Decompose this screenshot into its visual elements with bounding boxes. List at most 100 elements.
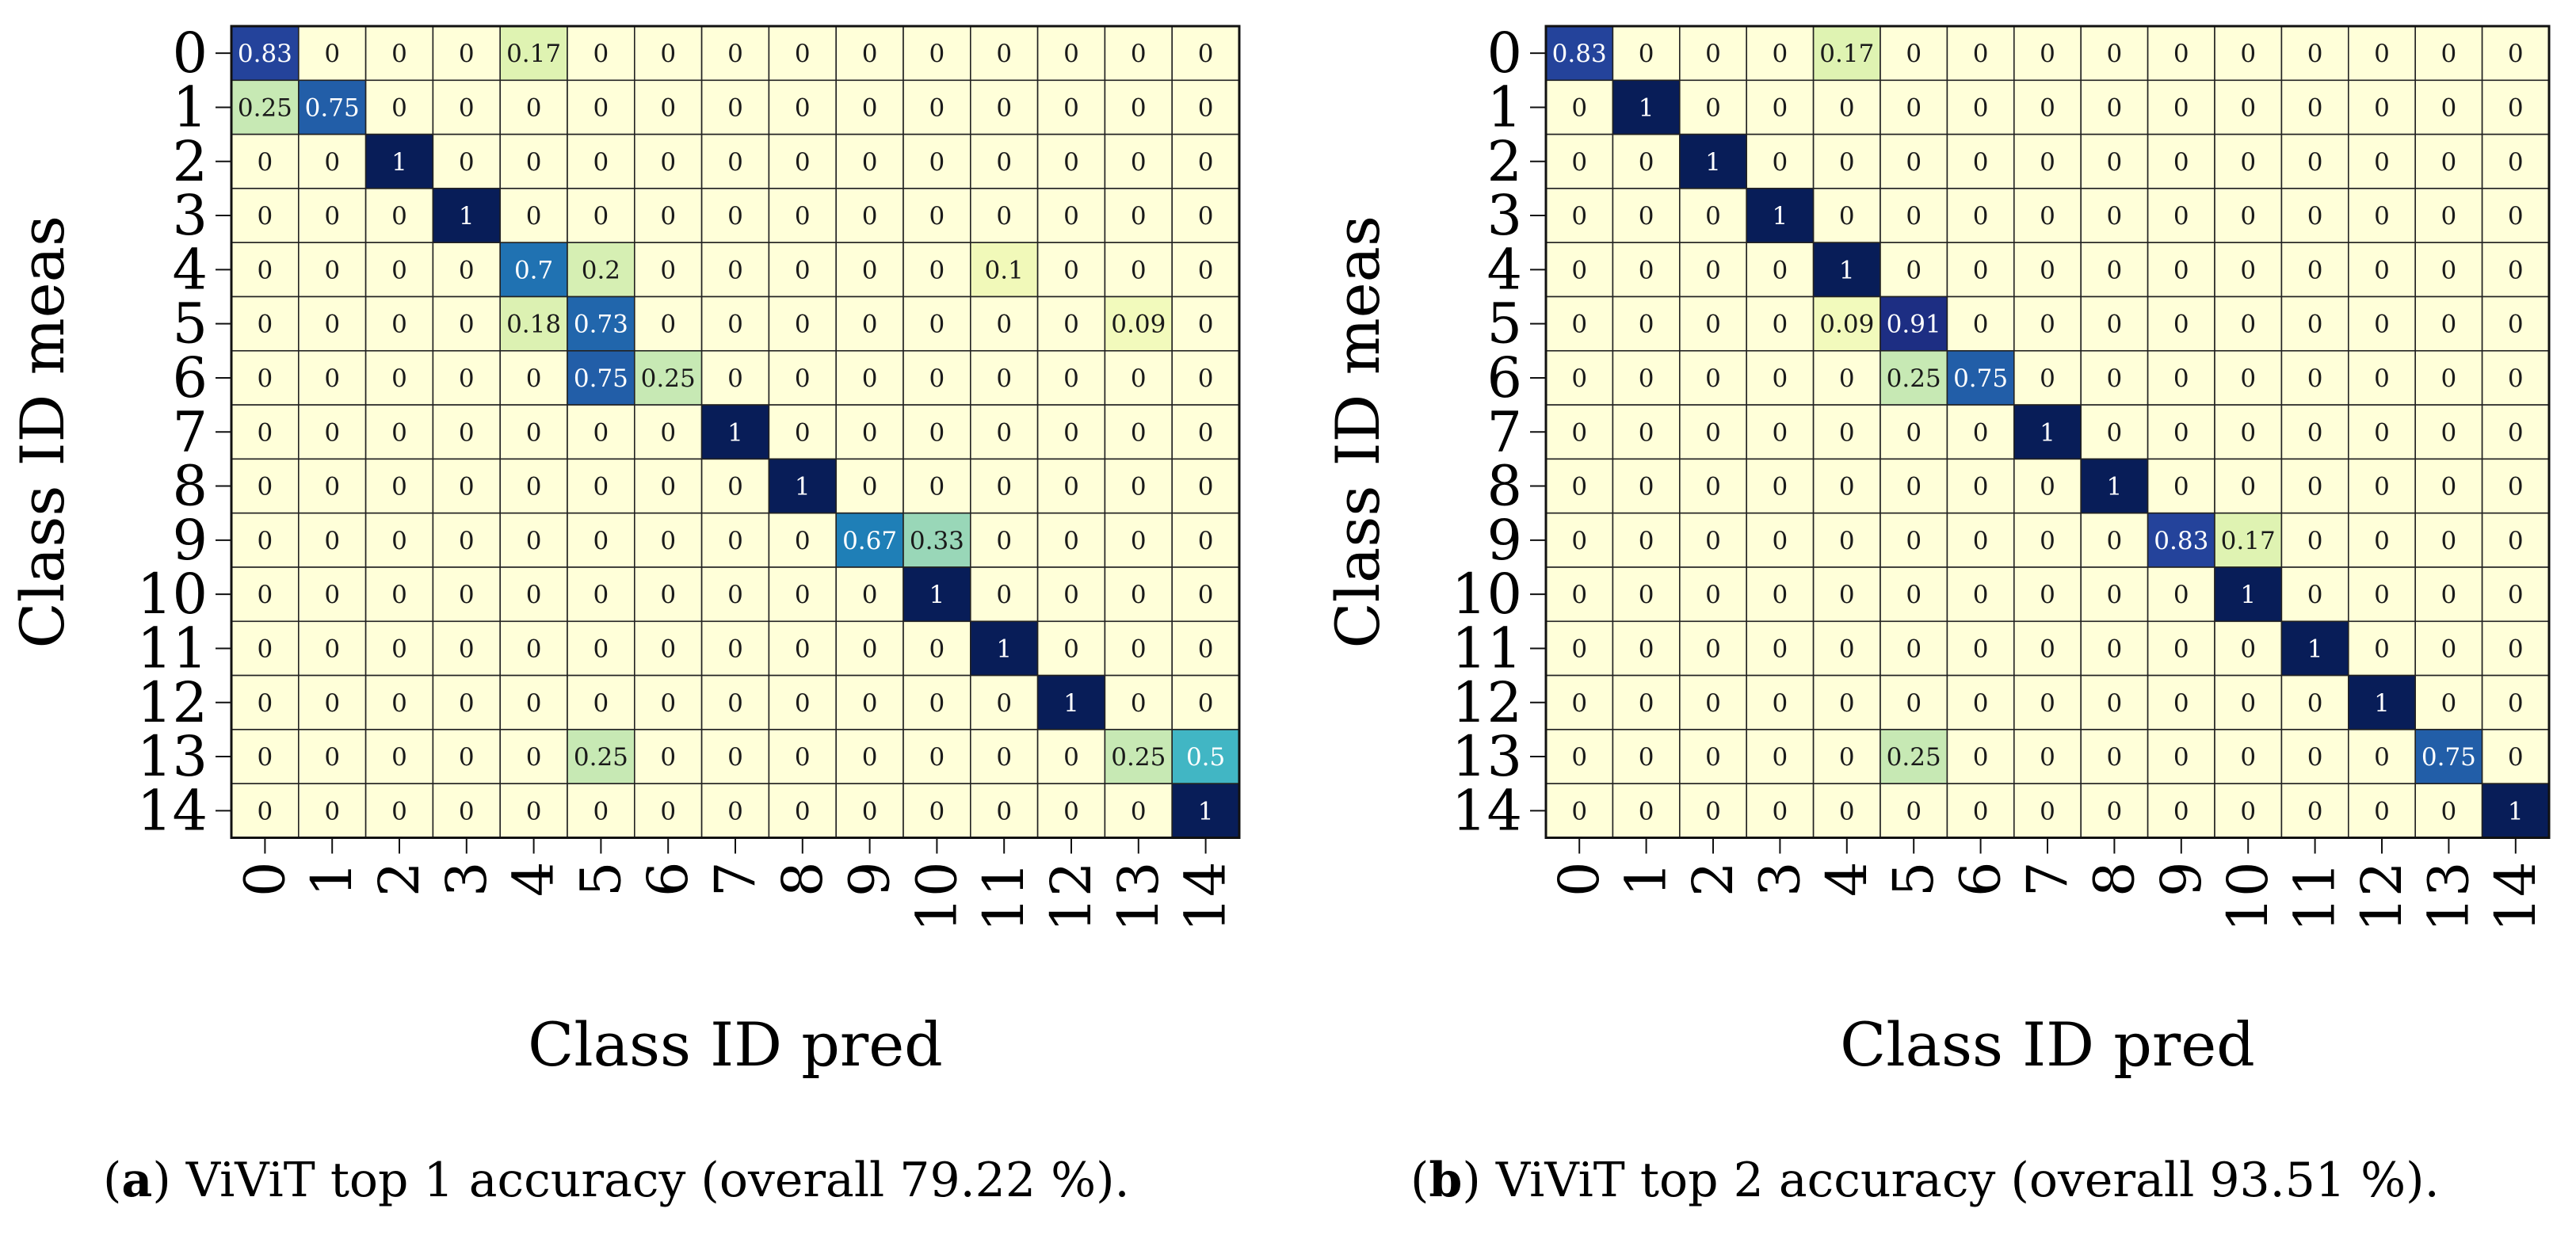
cell-label-p0-r5-c9: 0	[862, 311, 878, 339]
cell-label-p0-r1-c2: 0	[391, 93, 407, 122]
cell-label-p1-r7-c0: 0	[1571, 418, 1587, 447]
cell-label-p1-r12-c4: 0	[1839, 689, 1855, 718]
cell-label-p1-r6-c4: 0	[1839, 364, 1855, 393]
cell-p0-r13-c5	[567, 729, 635, 785]
cell-p0-r5-c11	[970, 295, 1039, 352]
cell-p0-r14-c0	[231, 783, 300, 839]
cell-p0-r1-c9	[835, 79, 904, 135]
cell-label-p1-r7-c2: 0	[1705, 418, 1721, 447]
cell-p1-r7-c0	[1545, 404, 1614, 460]
cell-p1-r8-c10	[2214, 458, 2283, 514]
cell-label-p1-r4-c7: 0	[2040, 256, 2055, 284]
cell-label-p0-r10-c6: 0	[660, 581, 676, 609]
cell-p0-r14-c10	[903, 783, 971, 839]
cell-p0-r9-c0	[231, 512, 300, 568]
cell-label-p0-r2-c12: 0	[1063, 148, 1079, 177]
cell-label-p0-r9-c2: 0	[391, 527, 407, 555]
x-tick-label-p0-7: 7	[703, 862, 768, 898]
cell-label-p1-r2-c11: 0	[2307, 148, 2323, 177]
cell-label-p1-r12-c5: 0	[1906, 689, 1922, 718]
cell-label-p1-r3-c0: 0	[1571, 202, 1587, 231]
cell-p1-r10-c10	[2214, 566, 2283, 623]
x-tick-label-p1-4: 4	[1815, 862, 1880, 898]
cell-p0-r2-c8	[768, 133, 838, 189]
cell-p0-r7-c8	[768, 404, 838, 460]
cell-label-p1-r5-c7: 0	[2040, 311, 2055, 339]
cell-label-p1-r9-c12: 0	[2374, 527, 2390, 555]
cell-label-p1-r7-c11: 0	[2307, 418, 2323, 447]
cell-p0-r7-c3	[432, 404, 502, 460]
cell-label-p0-r6-c10: 0	[929, 364, 945, 393]
cell-p1-r14-c2	[1678, 783, 1747, 839]
cell-label-p1-r13-c12: 0	[2374, 743, 2390, 772]
cell-p1-r4-c13	[2414, 242, 2483, 298]
cell-label-p0-r12-c6: 0	[660, 689, 676, 718]
cell-label-p0-r2-c1: 0	[324, 148, 340, 177]
cell-label-p1-r1-c2: 0	[1705, 93, 1721, 122]
cell-label-p0-r1-c5: 0	[593, 93, 609, 122]
cell-label-p0-r13-c13: 0.25	[1111, 743, 1166, 772]
cell-label-p1-r14-c1: 0	[1639, 797, 1654, 825]
cell-label-p1-r3-c13: 0	[2441, 202, 2457, 231]
cell-label-p1-r0-c4: 0.17	[1819, 40, 1874, 68]
cell-p1-r7-c1	[1612, 404, 1681, 460]
cell-p0-r5-c12	[1036, 295, 1106, 352]
x-tick-label-p0-3: 3	[434, 862, 499, 898]
cell-label-p0-r12-c3: 0	[459, 689, 475, 718]
cell-label-p0-r14-c11: 0	[996, 797, 1012, 825]
cell-p1-r11-c13	[2414, 620, 2483, 677]
caption-letter-a: a	[121, 1153, 153, 1208]
cell-label-p0-r8-c3: 0	[459, 473, 475, 501]
cell-label-p1-r12-c11: 0	[2307, 689, 2323, 718]
cell-p1-r2-c1	[1612, 133, 1681, 189]
cell-label-p1-r0-c6: 0	[1973, 40, 1989, 68]
cell-label-p1-r2-c12: 0	[2374, 148, 2390, 177]
cell-p0-r2-c0	[231, 133, 300, 189]
y-tick-label-p0-12: 12	[137, 670, 208, 735]
cell-label-p1-r7-c13: 0	[2441, 418, 2457, 447]
cell-p1-r4-c0	[1545, 242, 1614, 298]
cell-p1-r0-c8	[2080, 25, 2149, 82]
cell-p0-r3-c3	[432, 188, 502, 243]
cell-label-p0-r8-c5: 0	[593, 473, 609, 501]
cell-p1-r4-c3	[1746, 242, 1815, 298]
cell-p1-r5-c4	[1812, 295, 1881, 352]
cell-label-p1-r2-c2: 1	[1705, 148, 1721, 177]
cell-p1-r5-c8	[2080, 295, 2149, 352]
cell-label-p1-r7-c14: 0	[2508, 418, 2524, 447]
cell-p1-r12-c0	[1545, 674, 1614, 730]
cell-p0-r6-c4	[499, 349, 568, 406]
cell-p0-r4-c7	[700, 242, 770, 298]
cell-p0-r10-c3	[432, 566, 502, 623]
cell-p1-r8-c11	[2280, 458, 2349, 514]
cell-label-p1-r9-c9: 0.83	[2154, 527, 2208, 555]
cell-label-p1-r13-c8: 0	[2107, 743, 2123, 772]
cell-p0-r4-c1	[297, 242, 367, 298]
cell-label-p1-r5-c0: 0	[1571, 311, 1587, 339]
cell-p0-r11-c4	[499, 620, 568, 677]
cell-p0-r14-c2	[364, 783, 434, 839]
cell-p0-r10-c6	[633, 566, 703, 623]
cell-label-p1-r14-c4: 0	[1839, 797, 1855, 825]
cell-p0-r9-c8	[768, 512, 838, 568]
y-tick-label-p1-10: 10	[1452, 562, 1522, 627]
cell-label-p0-r2-c10: 0	[929, 148, 945, 177]
cell-p0-r6-c9	[835, 349, 904, 406]
cell-p0-r3-c5	[567, 188, 635, 243]
cell-label-p1-r13-c4: 0	[1839, 743, 1855, 772]
cell-label-p0-r3-c0: 0	[258, 202, 273, 231]
cell-p0-r5-c5	[567, 295, 635, 352]
cell-label-p1-r7-c8: 0	[2107, 418, 2123, 447]
cell-label-p1-r8-c13: 0	[2441, 473, 2457, 501]
cell-p0-r14-c14	[1171, 783, 1240, 839]
cell-p0-r2-c3	[432, 133, 502, 189]
cell-p1-r1-c11	[2280, 79, 2349, 135]
cell-label-p1-r4-c3: 0	[1773, 256, 1788, 284]
cell-label-p0-r6-c0: 0	[258, 364, 273, 393]
cell-p1-r14-c12	[2348, 783, 2417, 839]
y-tick-label-p1-4: 4	[1486, 237, 1522, 302]
cell-p0-r3-c4	[499, 188, 568, 243]
cell-label-p0-r13-c6: 0	[660, 743, 676, 772]
cell-p0-r7-c5	[567, 404, 635, 460]
cell-label-p1-r11-c11: 1	[2307, 635, 2323, 663]
